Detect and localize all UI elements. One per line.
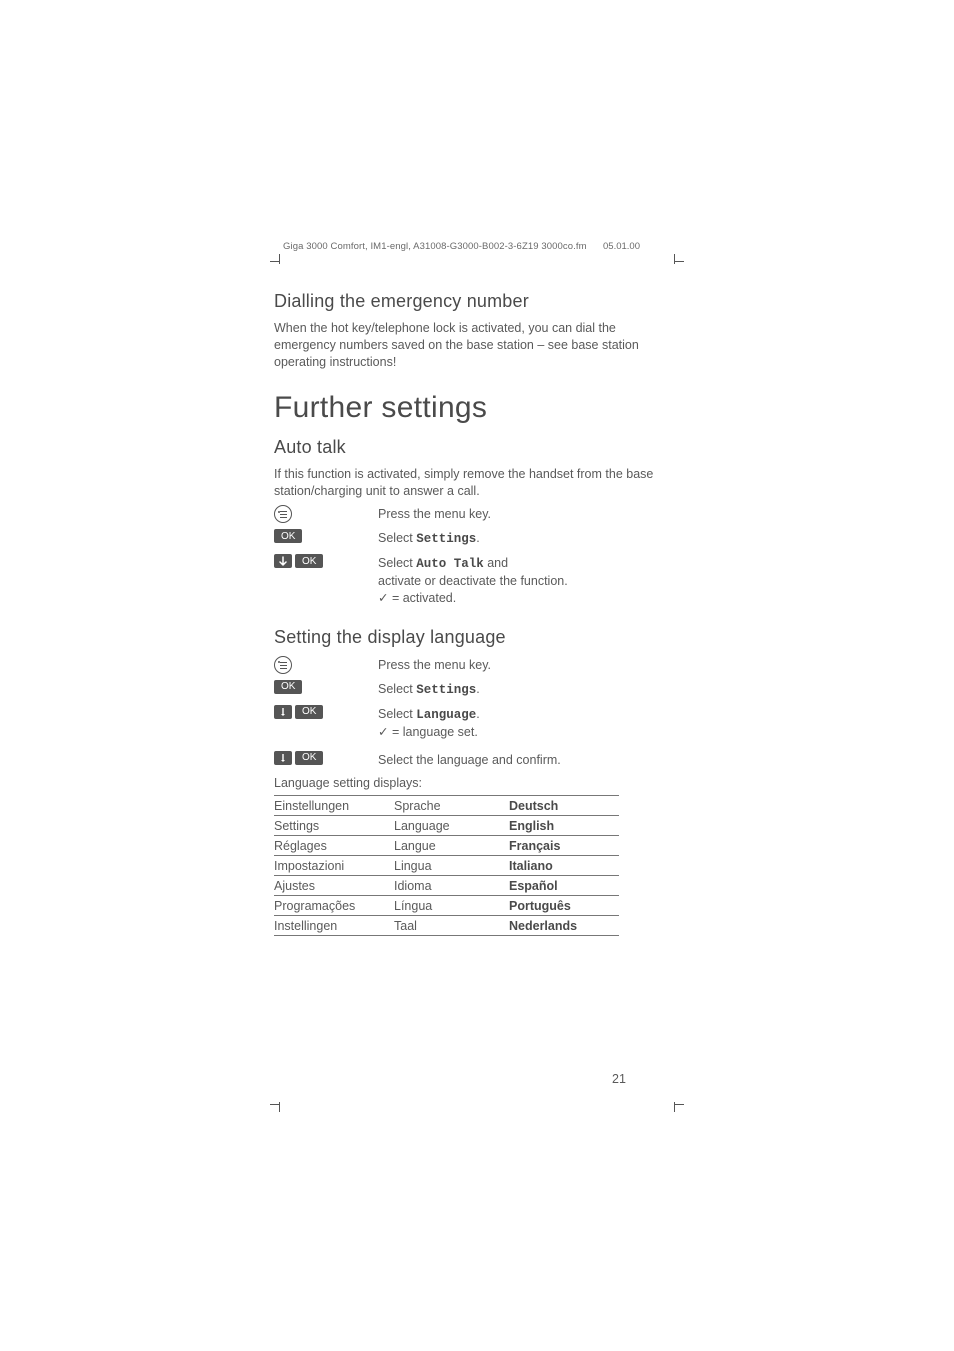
table-row: AjustesIdiomaEspañol — [274, 876, 619, 896]
menu-item-label: Settings — [416, 532, 476, 546]
table-cell: Deutsch — [509, 796, 619, 816]
table-cell: Réglages — [274, 836, 394, 856]
check-icon: ✓ — [378, 591, 388, 605]
crop-mark-br — [668, 1096, 684, 1112]
table-cell: Língua — [394, 896, 509, 916]
step-text: Select Auto Talk and activate or deactiv… — [378, 554, 568, 607]
check-icon: ✓ — [378, 725, 388, 739]
text-segment: Select — [378, 531, 416, 545]
table-cell: Instellingen — [274, 916, 394, 936]
table-cell: Sprache — [394, 796, 509, 816]
step-row: OK Select Language. ✓ = language set. — [274, 705, 678, 741]
text-segment: . — [476, 707, 479, 721]
table-cell: Français — [509, 836, 619, 856]
menu-item-label: Auto Talk — [416, 557, 484, 571]
heading-dial-emergency: Dialling the emergency number — [274, 291, 678, 312]
step-row: OK Select Settings. — [274, 529, 678, 548]
step-icon-wrap: OK — [274, 680, 378, 694]
step-icon-wrap: OK — [274, 705, 378, 719]
table-cell: Programações — [274, 896, 394, 916]
table-cell: Einstellungen — [274, 796, 394, 816]
ok-key-icon: OK — [295, 554, 323, 568]
table-row: InstellingenTaalNederlands — [274, 916, 619, 936]
table-cell: Impostazioni — [274, 856, 394, 876]
table-row: SettingsLanguageEnglish — [274, 816, 619, 836]
menu-key-icon — [274, 505, 292, 523]
heading-auto-talk: Auto talk — [274, 437, 678, 458]
down-arrow-key-icon — [274, 705, 292, 719]
ok-key-icon: OK — [274, 529, 302, 543]
table-cell: Português — [509, 896, 619, 916]
ok-key-icon: OK — [295, 751, 323, 765]
table-cell: Idioma — [394, 876, 509, 896]
step-icon-wrap — [274, 656, 378, 674]
table-row: EinstellungenSpracheDeutsch — [274, 796, 619, 816]
table-cell: Ajustes — [274, 876, 394, 896]
body-auto-talk-intro: If this function is activated, simply re… — [274, 466, 678, 500]
step-text: Select the language and confirm. — [378, 751, 561, 769]
body-dial-emergency: When the hot key/telephone lock is activ… — [274, 320, 678, 371]
table-cell: Langue — [394, 836, 509, 856]
language-table: EinstellungenSpracheDeutschSettingsLangu… — [274, 795, 619, 936]
ok-key-icon: OK — [295, 705, 323, 719]
step-row: OK Select the language and confirm. — [274, 751, 678, 769]
step-icon-wrap: OK — [274, 751, 378, 765]
table-row: ProgramaçõesLínguaPortuguês — [274, 896, 619, 916]
down-arrow-key-icon — [274, 751, 292, 765]
text-segment: Select — [378, 556, 416, 570]
page-content: Dialling the emergency number When the h… — [274, 245, 678, 936]
table-cell: Taal — [394, 916, 509, 936]
table-row: ImpostazioniLinguaItaliano — [274, 856, 619, 876]
step-row: OK Select Settings. — [274, 680, 678, 699]
step-icon-wrap: OK — [274, 529, 378, 543]
table-row: RéglagesLangueFrançais — [274, 836, 619, 856]
heading-chapter: Further settings — [274, 391, 678, 425]
step-text: Press the menu key. — [378, 505, 491, 523]
step-text: Press the menu key. — [378, 656, 491, 674]
table-cell: Language — [394, 816, 509, 836]
ok-key-icon: OK — [274, 680, 302, 694]
page-number: 21 — [612, 1072, 626, 1086]
table-cell: Lingua — [394, 856, 509, 876]
crop-mark-bl — [270, 1096, 286, 1112]
down-arrow-key-icon — [274, 554, 292, 568]
step-row: OK Select Auto Talk and activate or deac… — [274, 554, 678, 607]
step-row: Press the menu key. — [274, 505, 678, 523]
step-icon-wrap: OK — [274, 554, 378, 568]
table-cell: Settings — [274, 816, 394, 836]
menu-item-label: Settings — [416, 683, 476, 697]
language-table-intro: Language setting displays: — [274, 776, 678, 790]
text-segment: Select — [378, 682, 416, 696]
text-segment: . — [476, 531, 479, 545]
table-cell: English — [509, 816, 619, 836]
text-segment: = activated. — [388, 591, 456, 605]
step-text: Select Settings. — [378, 529, 480, 548]
step-row: Press the menu key. — [274, 656, 678, 674]
step-icon-wrap — [274, 505, 378, 523]
table-cell: Español — [509, 876, 619, 896]
text-segment: . — [476, 682, 479, 696]
menu-item-label: Language — [416, 708, 476, 722]
heading-display-language: Setting the display language — [274, 627, 678, 648]
step-text: Select Settings. — [378, 680, 480, 699]
table-cell: Nederlands — [509, 916, 619, 936]
step-text: Select Language. ✓ = language set. — [378, 705, 480, 741]
text-segment: = language set. — [388, 725, 477, 739]
menu-key-icon — [274, 656, 292, 674]
text-segment: activate or deactivate the function. — [378, 574, 568, 588]
text-segment: Select — [378, 707, 416, 721]
text-segment: and — [484, 556, 508, 570]
table-cell: Italiano — [509, 856, 619, 876]
